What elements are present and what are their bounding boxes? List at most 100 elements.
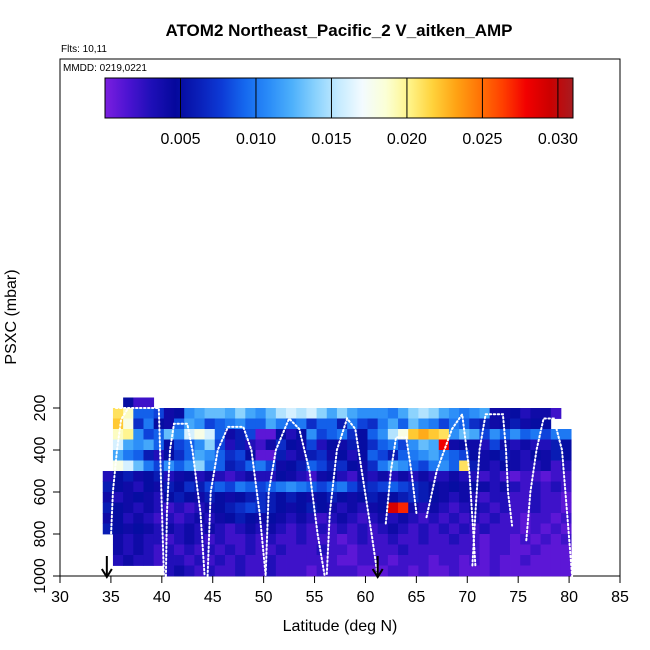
heatmap-cell (112, 408, 124, 419)
heatmap-cell (347, 481, 358, 493)
heatmap-cell (204, 418, 216, 430)
heatmap-cell (214, 408, 226, 419)
heatmap-cell (174, 450, 185, 461)
heatmap-cell (387, 502, 399, 514)
heatmap-cell (520, 471, 531, 482)
heatmap-cell (520, 408, 531, 419)
heatmap-cell (235, 481, 246, 493)
heatmap-cell (530, 481, 541, 493)
heatmap-cell (286, 534, 297, 545)
heatmap-cell (367, 429, 379, 440)
heatmap-cell (489, 555, 501, 566)
heatmap-cell (316, 492, 328, 503)
heatmap-cell (499, 502, 511, 514)
heatmap-cell (428, 513, 440, 524)
heatmap-cell (153, 523, 165, 535)
heatmap-cell (530, 502, 541, 514)
heatmap-cell (143, 513, 155, 524)
heatmap-cell (296, 429, 307, 440)
heatmap-cell (174, 513, 185, 524)
heatmap-cell (133, 439, 144, 451)
heatmap-cell (336, 439, 348, 451)
heatmap-cell (520, 429, 531, 440)
heatmap-cell (306, 460, 317, 472)
heatmap-cell (499, 513, 511, 524)
heatmap-cell (408, 502, 419, 514)
latitude-arrows (100, 556, 384, 579)
heatmap-cell (469, 565, 480, 577)
heatmap-cell (184, 439, 195, 451)
heatmap-cell (296, 418, 307, 430)
heatmap-cell (377, 460, 389, 472)
heatmap-cell (408, 429, 419, 440)
heatmap-cell (194, 534, 205, 545)
heatmap-cell (143, 408, 155, 419)
x-tick-label: 45 (204, 589, 222, 606)
heatmap-cell (438, 429, 450, 440)
heatmap-cell (194, 565, 205, 577)
heatmap-cell (367, 523, 379, 535)
heatmap-cell (153, 555, 165, 566)
heatmap-cell (550, 429, 562, 440)
heatmap-cell (510, 565, 521, 577)
heatmap-cell (265, 565, 277, 577)
heatmap-cell (438, 523, 450, 535)
heatmap-cell (520, 513, 531, 524)
heatmap-cell (316, 481, 328, 493)
heatmap-cell (459, 492, 470, 503)
heatmap-cell (174, 429, 185, 440)
heatmap-cell (469, 418, 480, 430)
heatmap-cell (133, 523, 144, 535)
heatmap-cell (184, 502, 195, 514)
heatmap-cell (286, 429, 297, 440)
heatmap-cell (428, 429, 440, 440)
heatmap-cell (479, 523, 491, 535)
heatmap-cell (163, 502, 175, 514)
heatmap-cell (194, 502, 205, 514)
heatmap-cell (377, 408, 389, 419)
heatmap-cell (560, 450, 572, 461)
heatmap-cell (377, 544, 389, 556)
heatmap-cell (387, 481, 399, 493)
heatmap-cell (286, 565, 297, 577)
heatmap-cell (265, 555, 277, 566)
heatmap-cell (214, 450, 226, 461)
heatmap-cell (428, 408, 440, 419)
heatmap-cell (479, 460, 491, 472)
heatmap-cell (499, 565, 511, 577)
heatmap-cell (194, 481, 205, 493)
heatmap-cell (275, 534, 287, 545)
heatmap-cell (520, 418, 531, 430)
heatmap-cell (306, 544, 317, 556)
heatmap-cell (336, 523, 348, 535)
y-tick-label: 400 (32, 437, 49, 464)
heatmap-cell (499, 523, 511, 535)
colorbar-tick-label: 0.005 (160, 131, 200, 148)
heatmap-cell (540, 418, 552, 430)
heatmap-cell (520, 481, 531, 493)
heatmap-cell (560, 534, 572, 545)
heatmap-cell (367, 418, 379, 430)
heatmap-cell (224, 565, 236, 577)
heatmap-cell (489, 471, 501, 482)
heatmap-cell (438, 408, 450, 419)
heatmap-cell (245, 429, 256, 440)
heatmap-cell (112, 460, 124, 472)
heatmap-cell (316, 565, 328, 577)
heatmap-cell (418, 534, 429, 545)
heatmap-cell (510, 502, 521, 514)
heatmap-cell (286, 471, 297, 482)
heatmap-cell (398, 555, 409, 566)
heatmap-cell (102, 471, 114, 482)
heatmap-cell (408, 450, 419, 461)
heatmap-cell (398, 408, 409, 419)
y-tick-label: 200 (32, 395, 49, 422)
heatmap-cell (174, 544, 185, 556)
heatmap-cell (428, 481, 440, 493)
heatmap-cell (204, 429, 216, 440)
y-tick-label: 1000 (32, 558, 49, 594)
heatmap-cell (296, 471, 307, 482)
heatmap-cell (377, 439, 389, 451)
heatmap-cell (306, 555, 317, 566)
heatmap-cell (510, 408, 521, 419)
